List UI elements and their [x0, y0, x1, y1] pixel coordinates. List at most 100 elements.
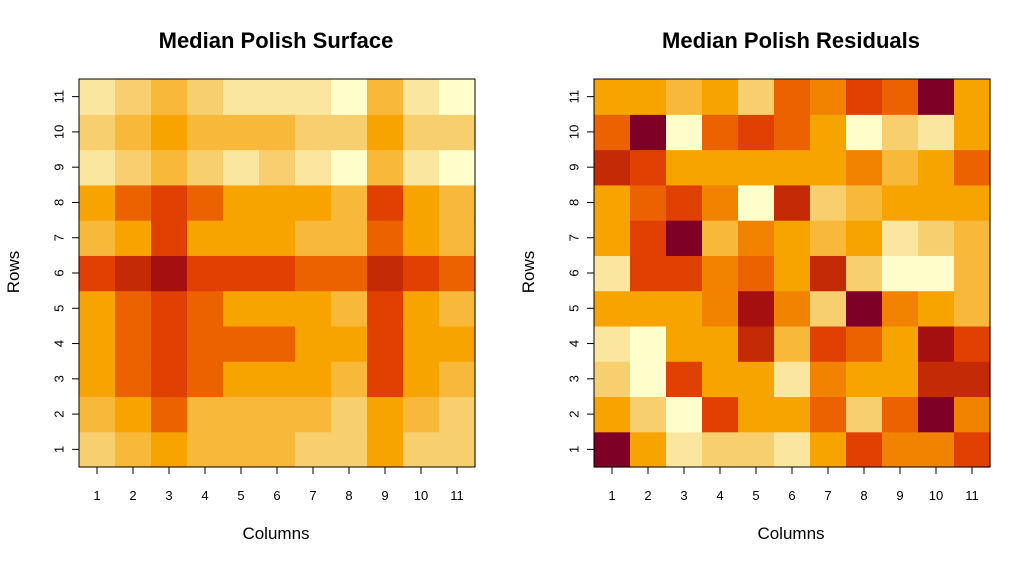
residuals-y-ticks: 1 2 3 4 5 6 7 8 9 10 11 — [567, 90, 594, 453]
residuals-cell-r1-c3 — [666, 431, 703, 468]
residuals-cell-r3-c5 — [738, 361, 775, 398]
surface-cell-r4-c9 — [367, 325, 404, 362]
residuals-cell-r4-c8 — [846, 325, 883, 362]
residuals-cell-r4-c5 — [738, 325, 775, 362]
residuals-cell-r9-c10 — [918, 149, 955, 186]
residuals-cell-r5-c7 — [810, 290, 847, 327]
surface-cell-r1-c7 — [295, 431, 332, 468]
surface-cell-r10-c3 — [151, 114, 188, 151]
residuals-cell-r4-c9 — [882, 325, 919, 362]
residuals-cell-r9-c11 — [954, 149, 991, 186]
residuals-cell-r6-c8 — [846, 255, 883, 292]
residuals-y-tick-label: 4 — [567, 340, 582, 347]
residuals-cell-r3-c8 — [846, 361, 883, 398]
residuals-x-tick-label: 4 — [716, 488, 723, 503]
residuals-cell-r5-c1 — [594, 290, 631, 327]
surface-cell-r11-c1 — [79, 79, 116, 115]
surface-cell-r2-c1 — [79, 396, 116, 433]
surface-cell-r9-c6 — [259, 149, 296, 186]
residuals-cell-r5-c5 — [738, 290, 775, 327]
surface-cell-r7-c5 — [223, 220, 260, 256]
residuals-cell-r10-c11 — [954, 114, 991, 151]
surface-x-tick-label: 4 — [201, 488, 208, 503]
surface-cell-r3-c3 — [151, 361, 188, 398]
surface-x-tick-label: 3 — [165, 488, 172, 503]
surface-cell-r9-c1 — [79, 149, 116, 186]
surface-cell-r2-c10 — [403, 396, 440, 433]
residuals-cell-r1-c7 — [810, 431, 847, 468]
residuals-x-ticks: 1 2 3 4 5 6 7 8 9 10 11 — [608, 467, 979, 503]
surface-cell-r8-c10 — [403, 184, 440, 221]
residuals-cell-r3-c9 — [882, 361, 919, 398]
surface-cell-r6-c1 — [79, 255, 116, 292]
residuals-cell-r9-c4 — [702, 149, 739, 186]
surface-cell-r5-c11 — [439, 290, 476, 327]
residuals-y-tick-label: 7 — [567, 234, 582, 241]
residuals-cell-r9-c1 — [594, 149, 631, 186]
surface-y-tick-label: 11 — [52, 90, 67, 104]
residuals-y-tick-label: 3 — [567, 375, 582, 382]
surface-cell-r10-c10 — [403, 114, 440, 151]
residuals-x-tick-label: 2 — [644, 488, 651, 503]
residuals-cell-r2-c11 — [954, 396, 991, 433]
surface-cell-r2-c7 — [295, 396, 332, 433]
residuals-cell-r2-c9 — [882, 396, 919, 433]
residuals-chart-title: Median Polish Residuals — [662, 28, 920, 53]
surface-cell-r7-c7 — [295, 220, 332, 256]
residuals-cell-r3-c11 — [954, 361, 991, 398]
surface-cell-r6-c3 — [151, 255, 188, 292]
residuals-cell-r8-c8 — [846, 184, 883, 221]
residuals-cell-r4-c11 — [954, 325, 991, 362]
residuals-cell-r10-c7 — [810, 114, 847, 151]
surface-cell-r9-c5 — [223, 149, 260, 186]
residuals-cell-r4-c6 — [774, 325, 811, 362]
residuals-x-tick-label: 1 — [608, 488, 615, 503]
residuals-cell-r11-c8 — [846, 79, 883, 115]
surface-cell-r4-c4 — [187, 325, 224, 362]
surface-cell-r6-c2 — [115, 255, 152, 292]
surface-cell-r8-c5 — [223, 184, 260, 221]
surface-cell-r11-c2 — [115, 79, 152, 115]
surface-x-tick-label: 7 — [309, 488, 316, 503]
residuals-cell-r4-c2 — [630, 325, 667, 362]
surface-cell-r9-c7 — [295, 149, 332, 186]
residuals-cell-r11-c4 — [702, 79, 739, 115]
surface-cell-r1-c11 — [439, 431, 476, 468]
surface-cell-r6-c4 — [187, 255, 224, 292]
surface-cell-r6-c10 — [403, 255, 440, 292]
surface-y-tick-label: 3 — [52, 375, 67, 382]
residuals-cell-r5-c10 — [918, 290, 955, 327]
surface-x-tick-label: 10 — [414, 488, 428, 503]
surface-panel: Median Polish Surface Columns Rows 1 2 3 4 5… — [4, 28, 476, 543]
surface-y-tick-label: 9 — [52, 164, 67, 171]
residuals-cell-r9-c2 — [630, 149, 667, 186]
surface-cell-r5-c9 — [367, 290, 404, 327]
residuals-cell-r4-c3 — [666, 325, 703, 362]
residuals-cell-r6-c10 — [918, 255, 955, 292]
surface-cell-r1-c8 — [331, 431, 368, 468]
residuals-cell-r1-c2 — [630, 431, 667, 468]
surface-cell-r10-c11 — [439, 114, 476, 151]
surface-cell-r9-c10 — [403, 149, 440, 186]
residuals-x-tick-label: 6 — [788, 488, 795, 503]
residuals-y-tick-label: 2 — [567, 410, 582, 417]
residuals-y-tick-label: 10 — [567, 125, 582, 139]
surface-y-tick-label: 8 — [52, 199, 67, 206]
surface-cell-r7-c2 — [115, 220, 152, 256]
surface-cell-r1-c10 — [403, 431, 440, 468]
residuals-cell-r6-c3 — [666, 255, 703, 292]
surface-cell-r11-c5 — [223, 79, 260, 115]
surface-cell-r8-c3 — [151, 184, 188, 221]
surface-cell-r10-c8 — [331, 114, 368, 151]
surface-cell-r11-c10 — [403, 79, 440, 115]
residuals-cell-r2-c6 — [774, 396, 811, 433]
surface-cell-r3-c9 — [367, 361, 404, 398]
surface-cell-r11-c3 — [151, 79, 188, 115]
surface-cell-r7-c10 — [403, 220, 440, 256]
surface-cell-r1-c3 — [151, 431, 188, 468]
surface-cell-r4-c11 — [439, 325, 476, 362]
residuals-cell-r11-c1 — [594, 79, 631, 115]
residuals-cell-r4-c10 — [918, 325, 955, 362]
residuals-cell-r2-c8 — [846, 396, 883, 433]
surface-cell-r2-c9 — [367, 396, 404, 433]
